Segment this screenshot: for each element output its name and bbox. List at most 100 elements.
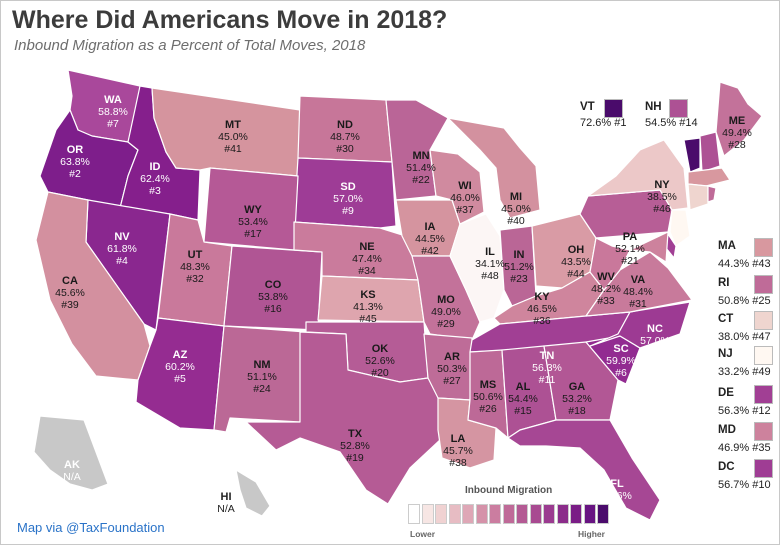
state-VA[interactable] (585, 251, 693, 317)
state-label-LA: LA 45.7% #38 (443, 433, 473, 469)
map-subtitle: Inbound Migration as a Percent of Total … (14, 37, 366, 54)
callout-label: MD (718, 424, 736, 436)
callout-swatch (754, 459, 773, 478)
callout-value: 38.0% #47 (718, 331, 771, 343)
state-NY[interactable] (587, 139, 689, 211)
callout-swatch (754, 346, 773, 365)
state-label-PA: PA 52.1% #21 (615, 231, 645, 267)
callout-label: VT (580, 101, 595, 113)
legend-swatch (556, 504, 569, 524)
callout-NJ[interactable]: NJ 33.2% #49 (718, 346, 778, 378)
state-label-OH: OH 43.5% #44 (561, 244, 591, 280)
state-label-OK: OK 52.6% #20 (365, 343, 395, 379)
callout-label: RI (718, 277, 730, 289)
state-label-IN: IN 51.2% #23 (504, 249, 534, 285)
state-WI[interactable] (429, 149, 485, 225)
legend-swatch (516, 504, 528, 524)
state-RI[interactable] (707, 185, 717, 203)
callout-swatch (754, 275, 773, 294)
state-MA[interactable] (687, 167, 731, 187)
callout-swatch (754, 311, 773, 330)
state-MD[interactable] (629, 231, 669, 263)
legend-higher-label: Higher (578, 529, 605, 539)
legend-swatch (462, 504, 474, 524)
callout-value: 44.3% #43 (718, 258, 771, 270)
callout-DE[interactable]: DE 56.3% #12 (718, 385, 778, 417)
callout-label: NJ (718, 348, 733, 360)
callout-value: 56.3% #12 (718, 405, 771, 417)
state-label-MI: MI 45.0% #40 (501, 191, 531, 227)
legend-swatch (570, 504, 582, 524)
callout-label: DE (718, 387, 734, 399)
legend-swatch (408, 504, 420, 524)
state-label-ME: ME 49.4% #28 (722, 115, 752, 151)
state-label-NC: NC 57.0% #8 (640, 323, 670, 359)
state-label-AL: AL 54.4% #15 (508, 381, 538, 417)
state-AK[interactable] (33, 415, 109, 491)
callout-NH[interactable]: NH 54.5% #14 (645, 99, 715, 129)
state-label-MN: MN 51.4% #22 (406, 150, 436, 186)
state-NH[interactable] (699, 131, 721, 173)
legend-lower-label: Lower (410, 529, 436, 539)
state-ME[interactable] (715, 81, 763, 157)
state-label-NV: NV 61.8% #4 (107, 231, 137, 267)
state-label-NY: NY 38.5% #46 (647, 179, 677, 215)
callout-MA[interactable]: MA 44.3% #43 (718, 238, 778, 270)
state-label-MT: MT 45.0% #41 (218, 119, 248, 155)
state-label-CA: CA 45.6% #39 (55, 275, 85, 311)
legend-swatch (543, 504, 555, 524)
callout-value: 50.8% #25 (718, 295, 771, 307)
callout-swatch (754, 238, 773, 257)
state-label-UT: UT 48.3% #32 (180, 249, 210, 285)
state-label-VA: VA 48.4% #31 (623, 274, 653, 310)
callout-swatch (604, 99, 623, 118)
legend-swatch (597, 504, 609, 524)
state-label-HI: HI N/A (217, 491, 235, 515)
state-FL[interactable] (507, 419, 661, 521)
state-TX[interactable] (245, 331, 441, 505)
state-label-AZ: AZ 60.2% #5 (165, 349, 195, 385)
state-CT[interactable] (687, 183, 709, 211)
callout-VT[interactable]: VT 72.6% #1 (580, 99, 640, 129)
callout-label: CT (718, 313, 734, 325)
state-NJ[interactable] (669, 209, 691, 247)
state-HI[interactable] (235, 469, 271, 517)
callout-swatch (754, 385, 773, 404)
state-label-ID: ID 62.4% #3 (140, 161, 170, 197)
callout-swatch (669, 99, 688, 118)
state-GA[interactable] (543, 341, 619, 421)
callout-DC[interactable]: DC 56.7% #10 (718, 459, 778, 491)
state-label-WI: WI 46.0% #37 (450, 180, 480, 216)
state-label-ND: ND 48.7% #30 (330, 119, 360, 155)
state-NC[interactable] (589, 301, 691, 349)
state-label-FL: FL 55.6% #13 (602, 478, 632, 514)
state-label-KY: KY 46.5% #36 (527, 291, 557, 327)
legend-swatch (489, 504, 501, 524)
state-label-GA: GA 53.2% #18 (562, 381, 592, 417)
state-MI[interactable] (447, 117, 541, 219)
callout-value: 54.5% #14 (645, 117, 698, 129)
legend-swatch (475, 504, 488, 524)
legend-swatch (421, 504, 434, 524)
legend-swatch (435, 504, 447, 524)
callout-label: DC (718, 461, 735, 473)
callout-value: 56.7% #10 (718, 479, 771, 491)
state-label-IL: IL 34.1% #48 (475, 246, 505, 282)
callout-CT[interactable]: CT 38.0% #47 (718, 311, 778, 343)
map-title: Where Did Americans Move in 2018? (12, 6, 448, 34)
callout-value: 46.9% #35 (718, 442, 771, 454)
state-label-IA: IA 44.5% #42 (415, 221, 445, 257)
legend-swatch (583, 504, 596, 524)
state-label-MO: MO 49.0% #29 (431, 294, 461, 330)
callout-RI[interactable]: RI 50.8% #25 (718, 275, 778, 307)
state-label-MS: MS 50.6% #26 (473, 379, 503, 415)
state-label-AR: AR 50.3% #27 (437, 351, 467, 387)
state-VT[interactable] (683, 137, 701, 173)
state-label-WA: WA 58.8% #7 (98, 94, 128, 130)
callout-MD[interactable]: MD 46.9% #35 (718, 422, 778, 454)
legend-title: Inbound Migration (465, 485, 553, 496)
state-label-KS: KS 41.3% #45 (353, 289, 383, 325)
state-label-OR: OR 63.8% #2 (60, 144, 90, 180)
state-label-TN: TN 56.3% #11 (532, 350, 562, 386)
